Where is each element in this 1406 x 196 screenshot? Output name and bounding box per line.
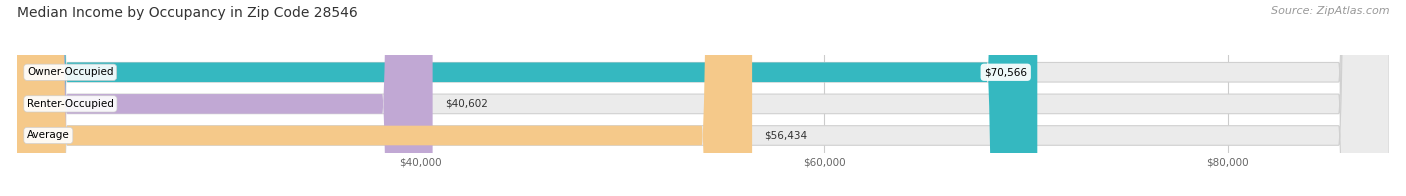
Text: $40,602: $40,602 [444, 99, 488, 109]
FancyBboxPatch shape [17, 0, 433, 196]
FancyBboxPatch shape [17, 0, 752, 196]
FancyBboxPatch shape [17, 0, 1389, 196]
Text: Source: ZipAtlas.com: Source: ZipAtlas.com [1271, 6, 1389, 16]
Text: $70,566: $70,566 [984, 67, 1028, 77]
FancyBboxPatch shape [17, 0, 1389, 196]
Text: Average: Average [27, 131, 70, 141]
Text: Median Income by Occupancy in Zip Code 28546: Median Income by Occupancy in Zip Code 2… [17, 6, 357, 20]
Text: Renter-Occupied: Renter-Occupied [27, 99, 114, 109]
Text: $56,434: $56,434 [765, 131, 807, 141]
Text: Owner-Occupied: Owner-Occupied [27, 67, 114, 77]
FancyBboxPatch shape [17, 0, 1038, 196]
FancyBboxPatch shape [17, 0, 1389, 196]
